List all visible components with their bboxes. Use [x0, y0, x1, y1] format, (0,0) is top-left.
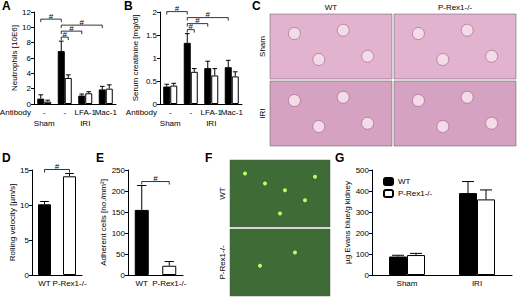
- svg-text:200: 200: [356, 229, 370, 238]
- svg-text:500: 500: [356, 166, 370, 175]
- svg-text:8: 8: [27, 38, 32, 47]
- svg-text:-: -: [169, 108, 172, 117]
- svg-text:50: 50: [116, 250, 125, 259]
- svg-text:Adherent cells [no./mm²]: Adherent cells [no./mm²]: [99, 179, 108, 266]
- svg-text:100: 100: [112, 229, 126, 238]
- svg-text:LFA-1: LFA-1: [75, 108, 97, 117]
- svg-text:#: #: [175, 4, 180, 13]
- svg-text:100: 100: [356, 250, 370, 259]
- svg-text:4: 4: [27, 69, 32, 78]
- svg-text:2: 2: [153, 8, 158, 17]
- svg-text:P-Rex1-/-: P-Rex1-/-: [438, 3, 473, 12]
- svg-text:Sham: Sham: [34, 119, 55, 128]
- svg-text:#: #: [49, 12, 54, 21]
- svg-text:D: D: [2, 151, 11, 165]
- svg-text:200: 200: [112, 187, 126, 196]
- svg-text:5: 5: [25, 236, 30, 245]
- svg-text:0: 0: [27, 100, 32, 109]
- svg-text:Neutrophils [10E6]: Neutrophils [10E6]: [10, 25, 19, 91]
- svg-text:0: 0: [121, 271, 126, 280]
- svg-text:300: 300: [356, 208, 370, 217]
- svg-text:Sham: Sham: [258, 36, 267, 57]
- svg-text:WT: WT: [325, 3, 338, 12]
- svg-text:250: 250: [112, 166, 126, 175]
- svg-text:#: #: [153, 174, 158, 183]
- svg-text:2: 2: [27, 84, 32, 93]
- svg-text:1: 1: [153, 54, 158, 63]
- svg-text:-: -: [43, 108, 46, 117]
- svg-text:0: 0: [25, 271, 30, 280]
- svg-text:IRI: IRI: [472, 279, 482, 288]
- svg-text:IRI: IRI: [258, 108, 267, 118]
- svg-text:Rolling velocity [µm/s]: Rolling velocity [µm/s]: [8, 184, 17, 262]
- svg-text:C: C: [252, 0, 261, 13]
- svg-text:#: #: [55, 162, 60, 171]
- svg-text:#: #: [206, 10, 211, 19]
- svg-text:A: A: [2, 0, 11, 13]
- svg-text:P-Rex1-/-: P-Rex1-/-: [52, 279, 87, 288]
- svg-text:WT: WT: [398, 177, 411, 186]
- svg-text:LFA-1: LFA-1: [201, 108, 223, 117]
- svg-text:µg Evans blue/g kidney: µg Evans blue/g kidney: [343, 181, 352, 264]
- svg-text:10: 10: [20, 201, 29, 210]
- svg-text:E: E: [96, 151, 104, 165]
- svg-text:P-Rex1-/-: P-Rex1-/-: [398, 189, 433, 198]
- svg-text:WT: WT: [218, 187, 227, 200]
- svg-text:WT: WT: [136, 279, 149, 288]
- svg-text:Antibody: Antibody: [0, 108, 31, 117]
- svg-text:1.5: 1.5: [146, 31, 158, 40]
- svg-text:400: 400: [356, 187, 370, 196]
- svg-text:IRI: IRI: [80, 119, 90, 128]
- svg-text:10: 10: [22, 23, 31, 32]
- svg-text:P-Rex1-/-: P-Rex1-/-: [218, 245, 227, 280]
- svg-text:150: 150: [112, 208, 126, 217]
- svg-text:15: 15: [20, 166, 29, 175]
- svg-text:Antibody: Antibody: [126, 108, 157, 117]
- svg-text:0: 0: [153, 100, 158, 109]
- svg-text:Sham: Sham: [397, 279, 418, 288]
- svg-text:Mac-1: Mac-1: [95, 108, 118, 117]
- svg-text:F: F: [205, 151, 212, 165]
- svg-text:Serum creatinine [mg/dl]: Serum creatinine [mg/dl]: [131, 15, 140, 102]
- svg-text:Mac-1: Mac-1: [221, 108, 244, 117]
- svg-text:12: 12: [22, 8, 31, 17]
- svg-text:0: 0: [365, 271, 370, 280]
- svg-text:-: -: [189, 108, 192, 117]
- svg-text:#: #: [80, 18, 85, 27]
- svg-text:0.5: 0.5: [146, 77, 158, 86]
- svg-text:G: G: [335, 151, 344, 165]
- svg-text:6: 6: [27, 54, 32, 63]
- svg-text:WT: WT: [38, 279, 51, 288]
- svg-text:IRI: IRI: [206, 119, 216, 128]
- svg-text:P-Rex1-/-: P-Rex1-/-: [152, 279, 187, 288]
- svg-text:-: -: [63, 108, 66, 117]
- svg-text:Sham: Sham: [160, 119, 181, 128]
- svg-text:B: B: [124, 0, 133, 13]
